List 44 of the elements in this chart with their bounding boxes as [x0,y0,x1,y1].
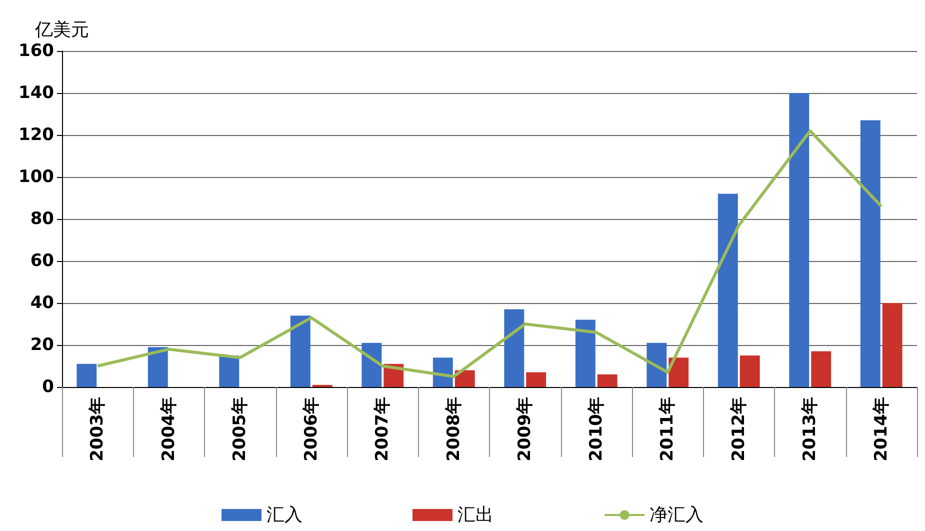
bar [362,342,382,387]
y-tick-label: 140 [18,83,54,103]
x-tick-label: 2006年 [301,397,322,462]
x-tick-label: 2013年 [800,397,820,462]
bar [290,316,310,387]
x-tick-label: 2014年 [871,397,892,462]
bar [646,342,667,387]
bar [454,370,475,387]
y-tick-label: 20 [30,335,54,355]
x-tick-label: 2009年 [515,397,536,462]
bar [76,364,97,387]
x-tick-label: 2005年 [230,397,250,462]
bar [789,93,810,387]
bar [148,347,168,387]
y-tick-label: 0 [42,377,54,397]
y-tick-label: 60 [30,251,54,271]
y-axis-title: 亿美元 [34,20,89,40]
x-tick-label: 2011年 [658,397,678,462]
bar [575,320,596,387]
legend-label: 净汇入 [650,504,704,526]
bar [668,358,689,387]
bar [526,372,546,387]
bar [860,120,880,387]
legend-label: 汇出 [458,504,494,526]
bar [740,356,760,387]
bar [811,351,832,387]
x-tick-label: 2012年 [728,397,749,462]
bar [504,309,524,387]
bar [219,356,240,387]
y-tick-label: 160 [18,41,54,61]
y-tick-label: 100 [18,167,54,187]
y-tick-label: 40 [30,293,54,313]
y-tick-label: 120 [18,125,54,145]
line-series [96,129,883,378]
x-tick-label: 2007年 [372,397,393,462]
x-tick-label: 2003年 [88,397,108,462]
bar [597,374,618,387]
y-tick-label: 80 [30,209,54,229]
bar [718,194,738,387]
x-tick-label: 2010年 [586,397,606,462]
bar [882,303,902,387]
legend-label: 汇入 [266,504,302,526]
x-tick-label: 2008年 [444,397,464,462]
x-tick-label: 2004年 [158,397,179,462]
